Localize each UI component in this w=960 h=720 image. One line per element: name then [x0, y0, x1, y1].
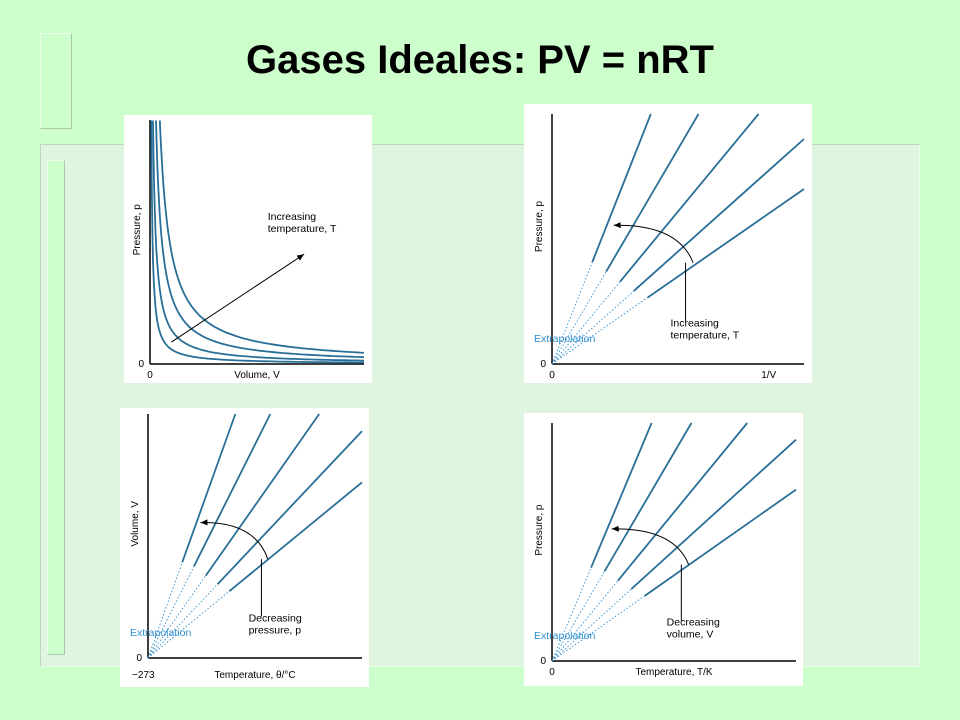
- y-tick-label: 0: [540, 656, 546, 667]
- annotation-arrow: [613, 222, 694, 263]
- decorative-bar-side: [47, 160, 65, 655]
- increasing-arrow: [171, 253, 305, 343]
- y-tick-label: 0: [540, 359, 546, 370]
- x-tick-label: −273: [132, 670, 155, 681]
- data-line-4: [630, 438, 797, 590]
- annotation-line-2: volume, V: [667, 628, 714, 640]
- y-tick-label: 0: [138, 359, 144, 370]
- extrapolation-line-3: [551, 580, 619, 662]
- data-line-1: [591, 113, 652, 263]
- y-axis-label: Volume, V: [130, 501, 141, 547]
- x-tick-label: 0: [147, 370, 153, 381]
- annotation-line-2: pressure, p: [249, 624, 302, 636]
- extrapolation-line-5: [551, 297, 649, 365]
- x-axis-label: Temperature, θ/°C: [214, 670, 295, 681]
- annotation-line-1: Increasing: [268, 211, 317, 223]
- isotherm-curve-4: [159, 120, 365, 354]
- data-line-3: [205, 413, 320, 577]
- isotherm-curve-1: [150, 120, 364, 364]
- x-axis-label: Temperature, T/K: [635, 667, 712, 678]
- annotation-line-2: temperature, T: [670, 330, 739, 342]
- x-axis-label: 1/V: [761, 370, 776, 381]
- y-axis-label: Pressure, p: [534, 504, 545, 556]
- extrapolation-line-4: [551, 588, 632, 662]
- y-axis-label: Pressure, p: [534, 200, 545, 252]
- annotation-line-1: Decreasing: [667, 616, 720, 628]
- extrapolation-line-5: [147, 590, 230, 659]
- slide-title: Gases Ideales: PV = nRT: [246, 38, 714, 82]
- chart-pressure-vs-inverse-volume: Pressure, p 00 1/V Extrapolation Increasingt…: [524, 104, 812, 383]
- y-tick-label: 0: [136, 653, 142, 664]
- data-line-2: [193, 413, 272, 567]
- extrapolation-label: Extrapolation: [534, 630, 595, 642]
- extrapolation-line-3: [147, 575, 207, 659]
- extrapolation-line-2: [551, 571, 605, 662]
- chart-volume-vs-temperature: Volume, V 0 −273 Temperature, θ/°C Extrapola…: [120, 408, 369, 687]
- data-line-3: [619, 113, 760, 283]
- chart-pressure-vs-temperature: Pressure, p 00 Temperature, T/K Extrapolati…: [524, 413, 803, 686]
- data-line-1: [181, 413, 237, 563]
- annotation-line-1: Decreasing: [249, 612, 302, 624]
- extrapolation-line-1: [551, 567, 592, 662]
- decorative-bar-top: [40, 33, 72, 129]
- extrapolation-line-3: [551, 281, 621, 365]
- annotation-line-2: temperature, T: [268, 223, 337, 235]
- data-line-2: [605, 113, 700, 273]
- y-axis-label: Pressure, p: [132, 204, 143, 256]
- data-line-1: [590, 422, 653, 569]
- extrapolation-label: Extrapolation: [534, 333, 595, 345]
- data-line-4: [216, 430, 363, 585]
- data-line-5: [228, 481, 363, 592]
- x-tick-label: 0: [549, 667, 555, 678]
- data-line-5: [647, 188, 805, 299]
- annotation-arrow: [200, 519, 269, 560]
- extrapolation-line-2: [147, 565, 195, 659]
- extrapolation-line-2: [551, 271, 607, 365]
- data-line-2: [603, 422, 693, 572]
- isotherm-curve-3: [155, 120, 365, 359]
- extrapolation-line-5: [551, 595, 645, 662]
- data-line-5: [644, 488, 797, 597]
- extrapolation-line-4: [551, 290, 635, 365]
- extrapolation-line-1: [147, 562, 183, 659]
- data-line-4: [633, 138, 805, 292]
- chart-pressure-vs-volume: Pressure, p 00 Volume, V Increasingtemperat…: [124, 115, 372, 383]
- annotation-arrow: [611, 525, 690, 565]
- extrapolation-line-1: [551, 261, 593, 365]
- extrapolation-line-4: [147, 583, 218, 659]
- isotherm-curve-2: [152, 120, 365, 362]
- data-line-3: [617, 422, 748, 582]
- extrapolation-label: Extrapolation: [130, 627, 191, 639]
- x-tick-label: 0: [549, 370, 555, 381]
- x-axis-label: Volume, V: [234, 370, 280, 381]
- annotation-line-1: Increasing: [670, 318, 719, 330]
